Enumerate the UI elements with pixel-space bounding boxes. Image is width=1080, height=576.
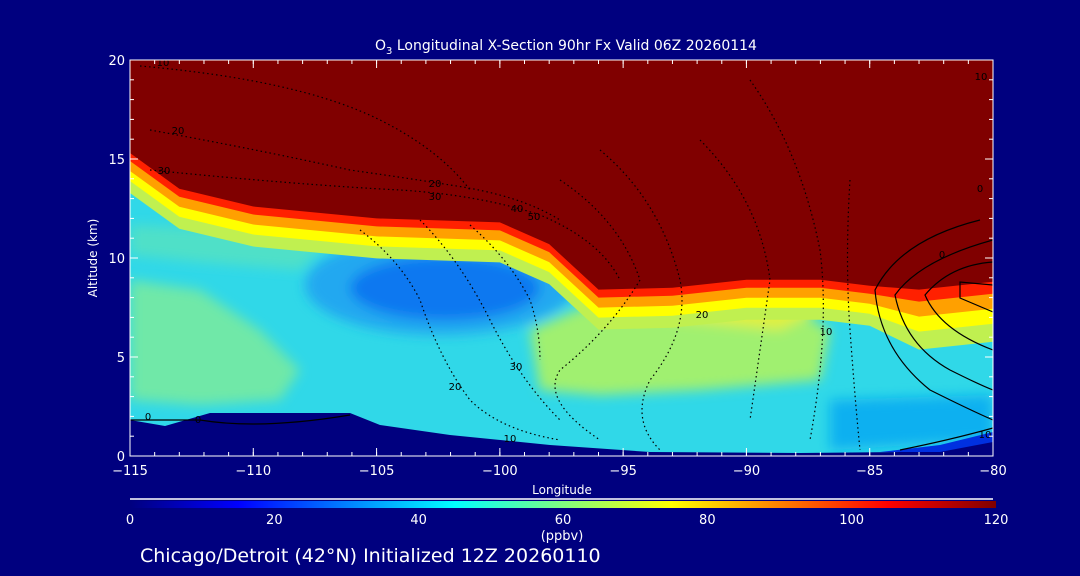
x-tick-label: −110	[235, 464, 271, 479]
field-right-lower	[830, 395, 993, 450]
y-tick-label: 20	[108, 54, 125, 69]
contour-label: 10	[504, 434, 517, 445]
contour-label: 0	[977, 184, 983, 195]
colorbar	[130, 501, 996, 508]
chart-title: O3 Longitudinal X-Section 90hr Fx Valid …	[375, 38, 757, 57]
footer-text: Chicago/Detroit (42°N) Initialized 12Z 2…	[140, 545, 601, 567]
contour-label: 10	[820, 327, 833, 338]
colorbar-tick-label: 40	[410, 513, 427, 528]
ground-blue-edge	[880, 432, 993, 452]
contour-line-solid	[130, 414, 351, 425]
contour-line-solid	[924, 261, 993, 351]
contour-label: 10	[979, 430, 992, 441]
y-tick-label: 15	[108, 153, 125, 168]
contour-line-solid	[959, 281, 993, 313]
contour-line-solid	[894, 239, 993, 391]
colorbar-tick-label: 120	[984, 513, 1009, 528]
contour-label: 30	[158, 166, 171, 177]
contour-label: 20	[449, 382, 462, 393]
contour-label: 20	[172, 126, 185, 137]
contour-label: 40	[511, 204, 524, 215]
contour-line-solid	[899, 427, 993, 451]
contour-label: 30	[429, 192, 442, 203]
contour-label: 10	[157, 58, 170, 69]
contour-line-dotted	[149, 169, 621, 281]
contour-label: 10	[975, 72, 988, 83]
y-tick-label: 10	[108, 252, 125, 267]
colorbar-tick-label: 80	[699, 513, 716, 528]
x-tick-label: −115	[112, 464, 148, 479]
contour-label: 20	[429, 179, 442, 190]
x-tick-label: −105	[359, 464, 395, 479]
contour-label: 0	[939, 250, 945, 261]
contour-line-dotted	[359, 229, 561, 441]
contour-line-dotted	[139, 65, 471, 191]
y-tick-label: 0	[117, 450, 125, 465]
colorbar-tick-label: 100	[839, 513, 864, 528]
ground-region	[130, 413, 993, 456]
y-axis-label: Altitude (km)	[86, 219, 100, 298]
stratosphere-region	[130, 60, 993, 290]
plot-area: 10 20 30 20 30 40 50 20 30 20 10 10 10 0 0 0 0 10	[130, 58, 993, 456]
contour-line-dotted	[469, 224, 541, 361]
x-tick-label: −90	[733, 464, 760, 479]
contour-label: 30	[510, 362, 523, 373]
colorbar-units: (ppbv)	[541, 529, 584, 544]
contour-line-dotted	[846, 179, 861, 451]
contour-label: 0	[195, 415, 201, 426]
x-tick-label: −80	[979, 464, 1006, 479]
colorbar-tick-label: 0	[126, 513, 134, 528]
x-axis-label: Longitude	[532, 483, 592, 497]
contour-label: 20	[696, 310, 709, 321]
contour-line-dotted	[554, 179, 641, 441]
colorbar-tick-label: 20	[266, 513, 283, 528]
x-tick-label: −100	[482, 464, 518, 479]
x-tick-label: −85	[856, 464, 883, 479]
contour-label: 50	[528, 212, 541, 223]
field-left-green	[130, 280, 300, 405]
y-tick-label: 5	[117, 351, 125, 366]
x-tick-label: −95	[609, 464, 636, 479]
contour-line-solid	[874, 219, 993, 421]
colorbar-tick-label: 60	[555, 513, 572, 528]
contour-line-dotted	[419, 219, 561, 421]
contour-line-dotted	[599, 149, 683, 451]
contour-line-dotted	[749, 79, 824, 441]
field-low-ozone-inner	[350, 256, 540, 320]
contour-label: 0	[145, 412, 151, 423]
